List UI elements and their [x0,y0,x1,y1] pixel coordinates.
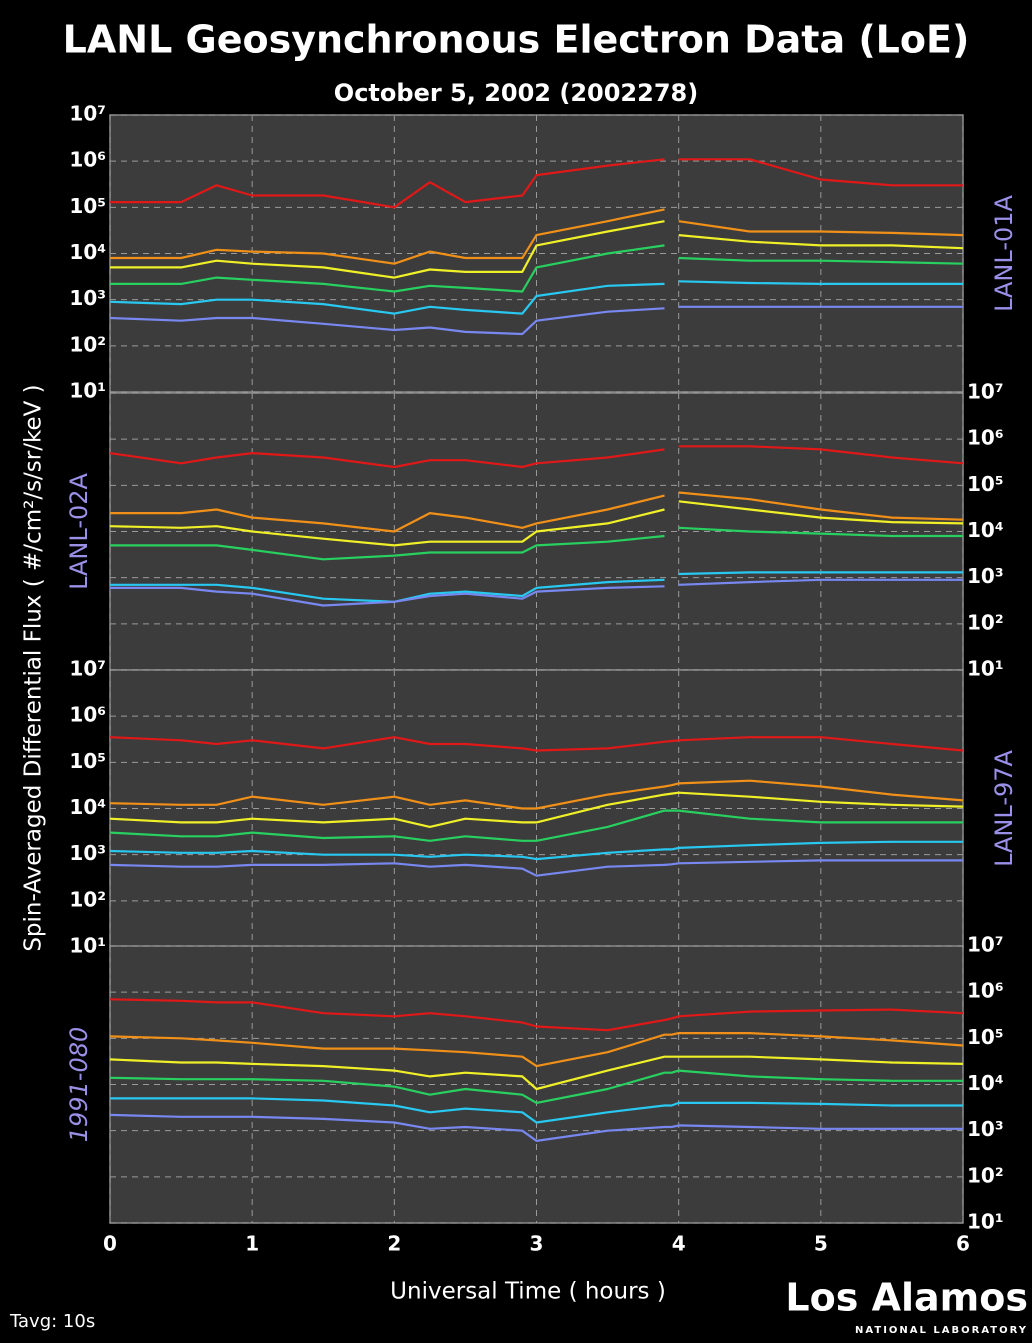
y-tick-label: 10³ [69,841,106,865]
y-tick-label: 10³ [967,564,1004,588]
data-line [109,779,964,810]
data-line [109,445,964,469]
chart-title: LANL Geosynchronous Electron Data (LoE) [63,18,970,62]
data-line [110,491,964,533]
x-tick-label: 2 [387,1232,401,1256]
data-line [109,500,964,547]
data-line [109,1055,964,1091]
data-line [109,998,964,1032]
data-line [109,1032,964,1068]
y-tick-label: 10⁷ [69,657,106,681]
y-tick-label: 10¹ [69,379,106,403]
data-line [110,578,963,607]
data-line [110,244,964,293]
data-line [110,220,964,279]
y-tick-label: 10¹ [967,657,1004,681]
y-tick-label: 10² [967,1163,1004,1187]
chart-subtitle: October 5, 2002 (2002278) [334,79,698,107]
data-line [110,526,963,561]
x-tick-label: 0 [103,1232,117,1256]
footnote: Tavg: 10s [9,1311,95,1332]
data-line [109,305,963,336]
data-line [109,1069,963,1104]
x-tick-label: 5 [814,1232,828,1256]
y-tick-label: 10¹ [967,1210,1004,1234]
y-tick-label: 10⁴ [967,1071,1004,1095]
data-line [109,840,963,861]
x-tick-label: 6 [956,1232,970,1256]
data-line [109,859,963,877]
x-tick-label: 3 [530,1232,544,1256]
y-tick-label: 10⁴ [69,795,106,819]
y-tick-label: 10⁵ [967,1025,1004,1049]
data-line [109,736,964,752]
panel-label: LANL-02A [65,472,93,589]
y-tick-label: 10⁶ [967,426,1004,450]
x-axis-label: Universal Time ( hours ) [390,1279,666,1305]
data-line [109,809,963,842]
y-axis-label: Spin-Averaged Differential Flux ( #/cm²/… [21,384,47,951]
y-tick-label: 10⁵ [967,472,1004,496]
y-tick-label: 10² [967,610,1004,634]
y-tick-label: 10⁷ [69,102,106,126]
panel-label: LANL-97A [990,749,1018,866]
y-tick-label: 10³ [967,1117,1004,1141]
y-tick-label: 10⁵ [69,749,106,773]
y-tick-label: 10³ [69,286,106,310]
y-tick-label: 10⁶ [69,148,106,172]
data-line [110,208,964,265]
y-tick-label: 10⁶ [69,703,106,727]
y-tick-label: 10⁵ [69,194,106,218]
data-line [109,280,963,315]
y-tick-label: 10⁴ [69,240,106,264]
data-line [109,1113,963,1142]
x-tick-label: 1 [245,1232,259,1256]
data-line [109,791,964,828]
panel-label: LANL-01A [990,194,1018,311]
logo-subtitle: NATIONAL LABORATORY [855,1325,1028,1336]
y-tick-label: 10⁶ [967,979,1004,1003]
y-tick-label: 10⁷ [967,933,1004,957]
y-tick-label: 10² [69,332,106,356]
data-line [110,1097,963,1124]
panel-label: 1991-080 [65,1027,93,1143]
logo: Los Alamos [785,1276,1028,1320]
data-line [110,571,963,603]
y-tick-label: 10¹ [69,934,106,958]
data-line [110,158,963,209]
x-tick-label: 4 [672,1232,686,1256]
y-tick-label: 10⁷ [967,380,1004,404]
y-tick-label: 10⁴ [967,518,1004,542]
y-tick-label: 10² [69,887,106,911]
